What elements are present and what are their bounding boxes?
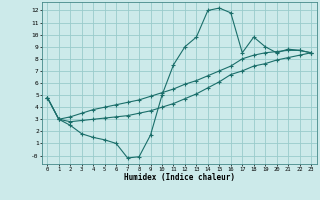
X-axis label: Humidex (Indice chaleur): Humidex (Indice chaleur) xyxy=(124,173,235,182)
